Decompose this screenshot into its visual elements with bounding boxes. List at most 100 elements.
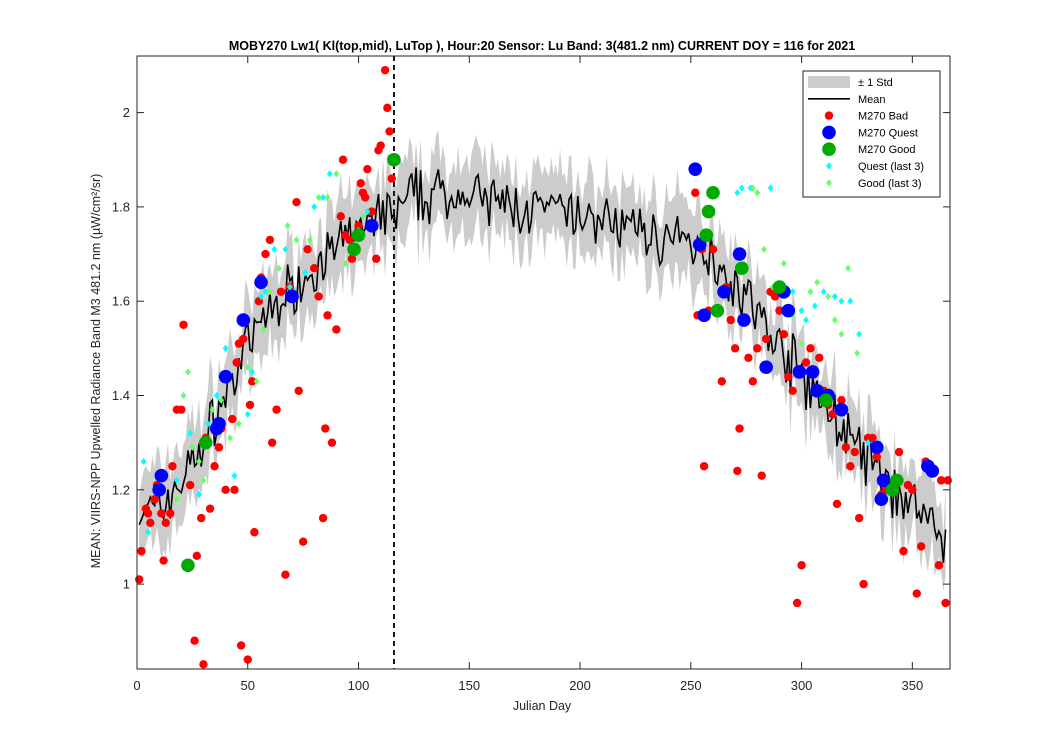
quest-last3-point [187, 429, 194, 437]
bad-point [828, 410, 837, 419]
quest-last3-point [865, 439, 871, 447]
good-last3-point [260, 325, 267, 334]
good-last3-point [185, 368, 191, 376]
bad-point [143, 509, 153, 518]
good-last3-point [275, 264, 282, 272]
good-last3-point [831, 316, 838, 324]
markers-layer [135, 65, 952, 669]
bad-point [761, 334, 771, 344]
bad-point [730, 344, 740, 353]
bad-point [230, 485, 239, 495]
bad-point [806, 344, 815, 353]
bad-point [321, 424, 330, 433]
quest-last3-point [831, 292, 838, 301]
good-point [181, 558, 195, 573]
quest-last3-point [767, 184, 774, 192]
y-axis-label: MEAN: VIIRS-NPP Upwelled Radiance Band M… [89, 174, 103, 569]
bad-point [372, 254, 381, 263]
legend-item-mean: Mean [808, 94, 886, 106]
std-band-layer [139, 130, 946, 592]
bad-point [854, 513, 864, 523]
bad-point [332, 325, 341, 334]
bad-point [338, 155, 348, 164]
legend-item-quest: M270 Quest [822, 125, 918, 140]
bad-point [177, 405, 186, 414]
bad-point [314, 292, 323, 301]
good-last3-point [244, 363, 251, 371]
quest-last3-point [282, 245, 289, 253]
quest-last3-point [734, 189, 741, 197]
bad-point [281, 570, 290, 579]
good-point [701, 204, 716, 219]
legend-swatch-std [808, 76, 850, 88]
good-last3-point [754, 189, 761, 197]
legend-label: Quest (last 3) [858, 161, 924, 173]
bad-point [247, 377, 257, 386]
bad-point [276, 287, 286, 296]
good-last3-point [218, 396, 225, 404]
bad-point [265, 235, 275, 245]
good-last3-point [267, 288, 273, 296]
bad-point [708, 245, 718, 254]
quest-point [254, 275, 268, 290]
good-point [890, 473, 904, 488]
good-last3-point [761, 245, 767, 253]
bad-point [757, 471, 766, 480]
quest-point [874, 492, 889, 507]
quest-point [285, 289, 299, 304]
x-tick-label: 100 [348, 678, 370, 693]
bad-point [243, 655, 252, 664]
legend-item-good: M270 Good [822, 142, 915, 156]
quest-point [870, 440, 884, 455]
good-point [706, 185, 720, 200]
bad-point [792, 598, 802, 608]
good-last3-point [227, 434, 233, 442]
quest-point [737, 313, 751, 327]
bad-point [356, 179, 365, 188]
legend-item-std: ± 1 Std [808, 76, 893, 89]
plot-frame [136, 55, 951, 670]
bad-point [912, 589, 921, 598]
bad-point [261, 249, 270, 259]
quest-point [822, 125, 836, 140]
bad-point [917, 542, 926, 551]
y-tick-label: 1.6 [112, 294, 130, 309]
bad-point [899, 546, 908, 556]
good-point [734, 261, 749, 275]
bad-point [161, 518, 170, 528]
quest-last3-point [302, 269, 309, 277]
good-last3-point [200, 476, 207, 484]
bad-point [770, 292, 780, 301]
quest-last3-point [145, 528, 151, 536]
quest-last3-point [820, 288, 827, 296]
legend-item-quest-last3: Quest (last 3) [826, 161, 924, 173]
bad-point [801, 358, 811, 367]
bad-point [383, 103, 392, 113]
good-last3-point [293, 236, 300, 244]
quest-point [212, 417, 226, 431]
bad-point [367, 207, 377, 216]
good-last3-point [826, 179, 832, 187]
bad-point [941, 598, 950, 608]
good-last3-point [749, 184, 756, 192]
good-point [819, 393, 833, 408]
bad-point [250, 528, 259, 537]
quest-last3-point [811, 302, 818, 310]
quest-last3-point [213, 391, 220, 400]
bad-point [214, 443, 224, 452]
quest-last3-point [173, 476, 180, 484]
bad-point [272, 405, 281, 414]
quest-last3-point [798, 307, 805, 315]
good-last3-point [807, 288, 814, 296]
bad-point [192, 551, 202, 561]
x-tick-label: 350 [901, 678, 923, 693]
good-last3-point [284, 222, 291, 230]
bad-point [837, 396, 846, 405]
legend-label: Good (last 3) [858, 178, 922, 190]
quest-point [154, 468, 169, 483]
quest-point [236, 313, 251, 327]
bad-point [387, 174, 396, 183]
quest-point [834, 402, 849, 417]
bad-point [327, 438, 337, 447]
